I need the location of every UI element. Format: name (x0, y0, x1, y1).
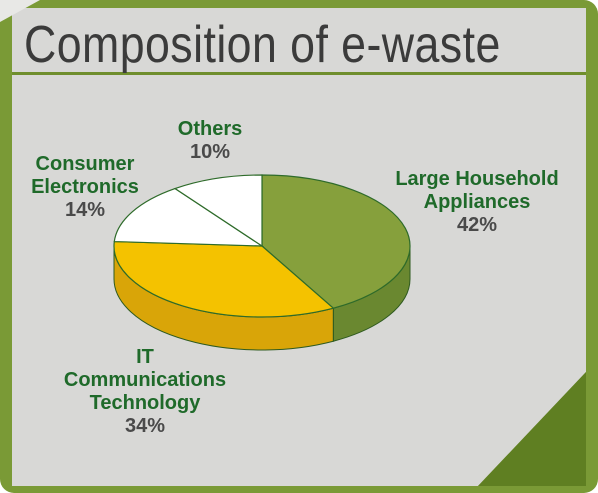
others-name: Others (177, 118, 243, 140)
label-large-household-appliances: Large Household Appliances 42% (362, 168, 592, 237)
it-name-line1: IT (136, 346, 154, 368)
corner-accent (478, 372, 586, 486)
slice-consumer-electronics (113, 187, 265, 247)
label-others: Others 10% (150, 118, 270, 164)
label-consumer-electronics: Consumer Electronics 14% (10, 153, 160, 222)
others-percent: 10% (189, 141, 231, 163)
chart-title: Composition of e-waste (24, 16, 501, 74)
large-name-line1: Large Household (395, 168, 559, 190)
slice-it-communications-technology (113, 240, 335, 318)
title-band: Composition of e-waste (12, 10, 586, 75)
it-name-line3: Technology (89, 392, 201, 414)
it-name-line2: Communications (63, 369, 227, 391)
it-percent: 34% (124, 415, 166, 437)
label-it-communications: IT Communications Technology 34% (40, 346, 250, 438)
top-corner-accent (0, 0, 40, 22)
consumer-name-line2: Electronics (31, 176, 139, 198)
pie-chart (113, 174, 411, 351)
slice-large-household-appliances (261, 174, 411, 309)
slice-others (173, 174, 263, 248)
consumer-name-line1: Consumer (35, 153, 135, 175)
consumer-percent: 14% (64, 199, 106, 221)
large-name-line2: Appliances (423, 191, 531, 213)
large-percent: 42% (456, 214, 498, 236)
